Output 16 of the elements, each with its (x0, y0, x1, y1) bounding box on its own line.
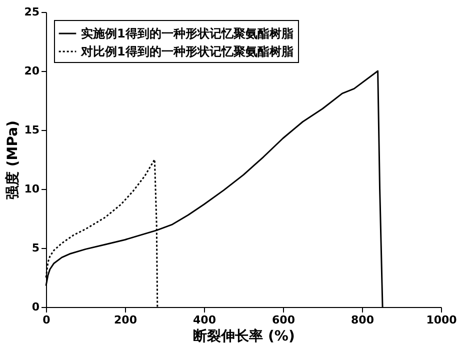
x-tick-label: 400 (193, 314, 216, 326)
y-tick-label: 0 (32, 300, 40, 314)
x-tick-label: 0 (42, 314, 51, 326)
y-tick-label: 25 (24, 6, 40, 18)
x-tick-label: 200 (114, 314, 138, 326)
y-tick-label: 10 (24, 182, 40, 196)
y-tick-label: 20 (24, 64, 40, 78)
x-tick-label: 600 (272, 314, 296, 326)
y-axis-title: 强度 (MPa) (4, 120, 22, 200)
legend-label: 实施例1得到的一种形状记忆聚氨酯树脂 (81, 26, 294, 40)
x-axis-title: 断裂伸长率 (%) (193, 328, 295, 344)
y-tick-label: 15 (24, 124, 40, 136)
x-tick-label: 800 (351, 314, 374, 326)
x-tick-label: 1000 (426, 314, 458, 326)
legend-label: 对比例1得到的一种形状记忆聚氨酯树脂 (80, 44, 294, 58)
y-tick-label: 5 (32, 242, 40, 254)
